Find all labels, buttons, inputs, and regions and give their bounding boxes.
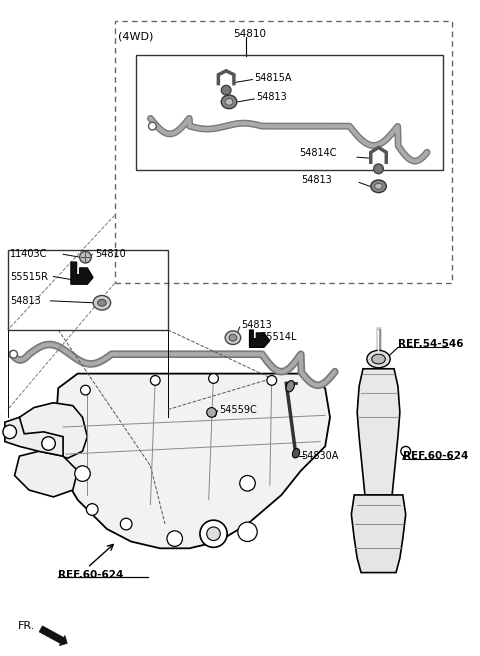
Circle shape — [148, 122, 156, 130]
Circle shape — [3, 425, 16, 439]
Circle shape — [86, 504, 98, 516]
Text: REF.60-624: REF.60-624 — [403, 451, 468, 461]
Text: REF.54-546: REF.54-546 — [398, 340, 463, 350]
Polygon shape — [250, 330, 270, 348]
Text: 54815A: 54815A — [254, 73, 292, 83]
Circle shape — [120, 518, 132, 530]
Ellipse shape — [221, 95, 237, 109]
Circle shape — [207, 407, 216, 417]
Text: 54813: 54813 — [301, 174, 332, 184]
Circle shape — [238, 522, 257, 541]
Text: 55515R: 55515R — [10, 272, 48, 281]
Circle shape — [75, 466, 90, 482]
Ellipse shape — [375, 184, 383, 189]
Polygon shape — [71, 262, 93, 284]
Text: 54810: 54810 — [95, 249, 126, 259]
Ellipse shape — [372, 354, 385, 364]
Text: 55514L: 55514L — [260, 332, 297, 342]
Ellipse shape — [371, 180, 386, 193]
Ellipse shape — [93, 295, 111, 310]
Text: 54813: 54813 — [240, 320, 272, 330]
Text: 11403C: 11403C — [10, 249, 47, 259]
Text: (4WD): (4WD) — [119, 31, 154, 41]
Text: 54810: 54810 — [233, 29, 266, 39]
Text: REF.60-624: REF.60-624 — [58, 569, 124, 579]
Polygon shape — [351, 495, 406, 573]
Ellipse shape — [225, 98, 233, 105]
Circle shape — [240, 476, 255, 491]
Polygon shape — [56, 374, 330, 548]
Circle shape — [267, 375, 276, 385]
Circle shape — [167, 531, 182, 546]
Ellipse shape — [229, 335, 237, 341]
Text: 54559C: 54559C — [219, 405, 257, 415]
Circle shape — [80, 251, 91, 263]
Ellipse shape — [292, 449, 300, 458]
Text: 54813: 54813 — [10, 296, 40, 306]
Ellipse shape — [286, 380, 294, 392]
Circle shape — [81, 385, 90, 395]
Polygon shape — [14, 451, 78, 497]
Ellipse shape — [225, 331, 240, 344]
FancyArrow shape — [39, 626, 67, 646]
Circle shape — [209, 374, 218, 383]
Circle shape — [401, 447, 410, 456]
Circle shape — [200, 520, 227, 547]
Text: FR.: FR. — [17, 621, 35, 631]
Polygon shape — [357, 369, 400, 495]
Ellipse shape — [97, 299, 106, 306]
Text: 54813: 54813 — [256, 92, 287, 102]
Circle shape — [221, 85, 231, 95]
Ellipse shape — [367, 350, 390, 368]
Circle shape — [150, 375, 160, 385]
Polygon shape — [19, 403, 87, 458]
Circle shape — [42, 437, 55, 450]
Circle shape — [373, 164, 384, 174]
Circle shape — [10, 350, 17, 358]
Text: 54830A: 54830A — [301, 451, 338, 461]
Circle shape — [207, 527, 220, 541]
Text: 54814C: 54814C — [299, 148, 336, 158]
Polygon shape — [5, 417, 63, 456]
